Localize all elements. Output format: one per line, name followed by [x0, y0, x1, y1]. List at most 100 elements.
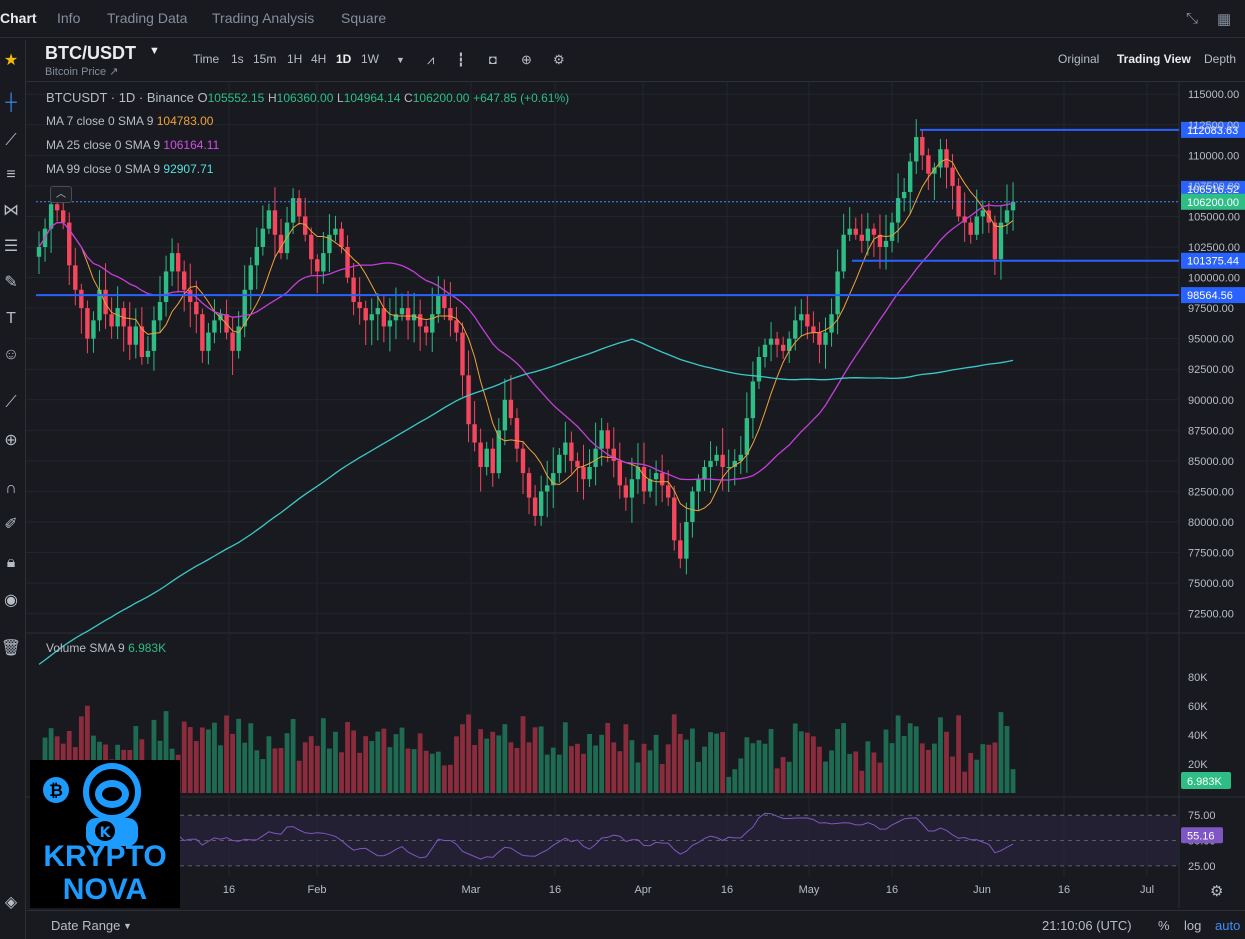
emoji-icon[interactable]: ☺	[2, 346, 20, 363]
candle-body	[587, 467, 592, 480]
time-axis[interactable]: 16 Feb Mar 16 Apr 16 May 16 Jun 16 Jul	[223, 884, 1154, 896]
volume-label: Volume SMA 9	[46, 641, 125, 655]
candle-body	[200, 314, 205, 351]
candle-body	[768, 338, 774, 345]
ruler-icon[interactable]: ⟋	[5, 394, 17, 411]
more-timeframes-icon[interactable]: ▼	[396, 55, 405, 65]
candle-body	[48, 204, 54, 229]
symbol-subtitle[interactable]: Bitcoin Price ↗	[45, 66, 119, 78]
candle-body	[793, 320, 798, 339]
favorite-star-icon[interactable]: ★	[3, 52, 19, 69]
volume-bar	[405, 748, 411, 793]
volume-bar	[950, 756, 955, 793]
tab-chart[interactable]: Chart	[0, 10, 37, 26]
candle-body	[865, 228, 871, 241]
rsi-last-label: 55.16	[1187, 830, 1215, 842]
volume-legend[interactable]: Volume SMA 9 6.983K	[46, 641, 166, 655]
candle-body	[980, 210, 985, 217]
auto-toggle[interactable]: auto	[1215, 918, 1241, 933]
timeframe-1h[interactable]: 1H	[287, 52, 303, 66]
horizontal-lines-icon[interactable]: ≡	[6, 166, 16, 183]
brush-icon[interactable]: ✎	[4, 274, 18, 291]
candle-body	[296, 198, 302, 217]
layers-icon[interactable]: ◈	[4, 894, 18, 911]
magnet-icon[interactable]: ∩	[5, 480, 17, 497]
candle-body	[538, 491, 544, 516]
ma25-label: MA 25 close 0 SMA 9	[46, 138, 161, 152]
pattern-icon[interactable]: ⋈	[3, 202, 19, 219]
candle-body	[744, 418, 750, 455]
tab-trading-data[interactable]: Trading Data	[107, 10, 188, 26]
candle-body	[79, 289, 84, 309]
legend-open-label: O	[197, 90, 208, 105]
price-axis[interactable]: 115000.00 112500.00 110000.00 107500.00 1050…	[1181, 89, 1240, 873]
time-tick-label: Feb	[308, 884, 327, 896]
candle-body	[557, 454, 562, 474]
timeframe-4h[interactable]: 4H	[311, 52, 327, 66]
volume-bar	[938, 717, 943, 793]
chart-settings-icon[interactable]: ⚙	[1210, 883, 1224, 900]
timeframe-1s[interactable]: 1s	[231, 52, 244, 66]
eye-icon[interactable]: ◉	[4, 592, 18, 609]
candle-body	[569, 442, 574, 461]
timeframe-15m[interactable]: 15m	[253, 52, 277, 66]
candle-body	[115, 308, 120, 327]
candle-body	[466, 375, 471, 425]
view-trading-view[interactable]: Trading View	[1117, 52, 1191, 66]
candle-body	[321, 253, 326, 272]
candle-body	[399, 308, 405, 315]
price-tick-label: 100000.00	[1188, 273, 1240, 285]
candle-body	[67, 222, 72, 266]
gear-icon[interactable]: ⚙	[553, 52, 565, 67]
lock-drawing-icon[interactable]: ✐	[4, 516, 18, 533]
tab-trading-analysis[interactable]: Trading Analysis	[212, 10, 315, 26]
symbol-name[interactable]: BTC/USDT	[45, 43, 136, 63]
volume-bar	[593, 745, 598, 793]
price-tick-label: 112500.00	[1188, 120, 1239, 132]
collapse-legend-button[interactable]: ︿	[50, 186, 72, 203]
layout-grid-icon[interactable]: ▦	[1217, 11, 1232, 28]
add-icon[interactable]: ⊕	[521, 52, 532, 67]
indicators-icon[interactable]: ⩘	[427, 52, 435, 67]
chevron-down-icon[interactable]: ▼	[123, 921, 132, 931]
fib-icon[interactable]: ☰	[3, 238, 19, 255]
percent-toggle[interactable]: %	[1158, 918, 1170, 933]
text-icon[interactable]: T	[6, 310, 16, 327]
candle-type-icon[interactable]: ┇	[457, 52, 465, 67]
ma25-legend[interactable]: MA 25 close 0 SMA 9 106164.11	[46, 138, 219, 152]
lock-icon[interactable]: 🔒︎	[6, 554, 16, 571]
timeframe-1w[interactable]: 1W	[361, 52, 379, 66]
price-tick-label: 77500.00	[1188, 548, 1234, 560]
crosshair-icon[interactable]: ┼	[5, 94, 17, 111]
view-depth[interactable]: Depth	[1204, 52, 1237, 66]
tab-info[interactable]: Info	[57, 10, 81, 26]
trend-line-icon[interactable]: ⟋	[5, 132, 17, 149]
collapse-icon[interactable]: ⤡	[1186, 10, 1199, 27]
volume-bar	[206, 729, 211, 793]
camera-icon[interactable]: ◘	[489, 52, 497, 67]
timeframe-1d[interactable]: 1D	[336, 52, 352, 66]
candle-body	[938, 149, 943, 168]
bottom-bar: Date Range ▼ 21:10:06 (UTC) % log auto	[26, 910, 1245, 939]
candle-body	[829, 314, 834, 333]
volume-bar	[683, 739, 689, 793]
volume-bar	[720, 732, 726, 793]
log-toggle[interactable]: log	[1184, 918, 1202, 933]
chevron-down-icon[interactable]: ▼	[149, 45, 160, 57]
candle-body	[750, 381, 756, 419]
volume-bar	[387, 747, 393, 793]
trash-icon[interactable]: 🗑︎	[0, 640, 22, 657]
date-range-button[interactable]: Date Range	[51, 918, 121, 933]
timeframe-time[interactable]: Time	[193, 52, 220, 66]
ma99-legend[interactable]: MA 99 close 0 SMA 9 92907.71	[46, 162, 213, 176]
volume-bar	[968, 752, 974, 793]
clock-time[interactable]: 21:10:06 (UTC)	[1042, 918, 1132, 933]
view-original[interactable]: Original	[1058, 52, 1100, 66]
candle-body	[871, 228, 877, 235]
volume-bar	[526, 742, 532, 793]
volume-bar	[804, 732, 810, 793]
zoom-icon[interactable]: ⊕	[4, 432, 18, 449]
tab-square[interactable]: Square	[341, 10, 387, 26]
ma7-legend[interactable]: MA 7 close 0 SMA 9 104783.00	[46, 114, 213, 128]
